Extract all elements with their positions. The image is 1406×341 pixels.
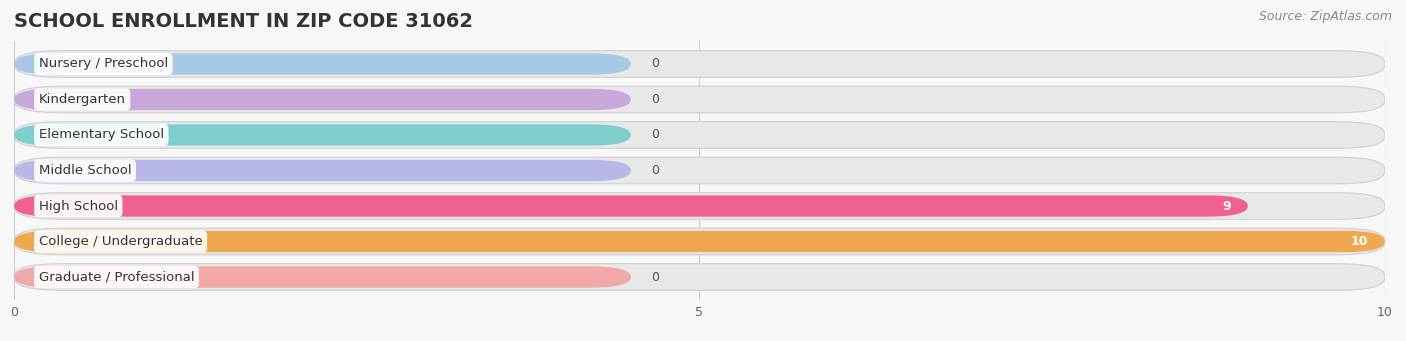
FancyBboxPatch shape [14, 266, 631, 288]
FancyBboxPatch shape [14, 122, 1385, 148]
Text: 0: 0 [651, 93, 659, 106]
Text: SCHOOL ENROLLMENT IN ZIP CODE 31062: SCHOOL ENROLLMENT IN ZIP CODE 31062 [14, 12, 472, 31]
Text: Graduate / Professional: Graduate / Professional [39, 270, 194, 283]
Text: Source: ZipAtlas.com: Source: ZipAtlas.com [1258, 10, 1392, 23]
FancyBboxPatch shape [14, 160, 631, 181]
Text: 9: 9 [1223, 199, 1232, 212]
FancyBboxPatch shape [14, 195, 1249, 217]
Text: High School: High School [39, 199, 118, 212]
Text: 10: 10 [1351, 235, 1368, 248]
Text: Middle School: Middle School [39, 164, 131, 177]
FancyBboxPatch shape [14, 89, 631, 110]
FancyBboxPatch shape [14, 51, 1385, 77]
Text: Kindergarten: Kindergarten [39, 93, 125, 106]
Text: 0: 0 [651, 129, 659, 142]
FancyBboxPatch shape [14, 157, 1385, 184]
FancyBboxPatch shape [14, 231, 1385, 252]
FancyBboxPatch shape [14, 264, 1385, 290]
FancyBboxPatch shape [14, 193, 1385, 219]
Text: College / Undergraduate: College / Undergraduate [39, 235, 202, 248]
Text: 0: 0 [651, 270, 659, 283]
FancyBboxPatch shape [14, 124, 631, 146]
FancyBboxPatch shape [14, 228, 1385, 255]
Text: 0: 0 [651, 58, 659, 71]
Text: 0: 0 [651, 164, 659, 177]
FancyBboxPatch shape [14, 86, 1385, 113]
Text: Elementary School: Elementary School [39, 129, 165, 142]
Text: Nursery / Preschool: Nursery / Preschool [39, 58, 167, 71]
FancyBboxPatch shape [14, 53, 631, 75]
